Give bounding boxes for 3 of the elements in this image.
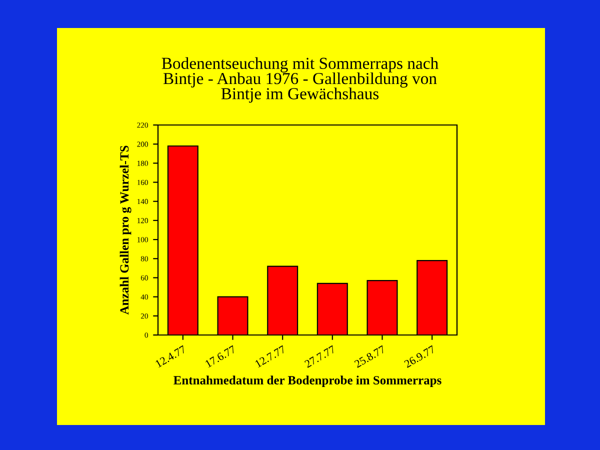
chart-title: Bodenentseuchung mit Sommerraps nach Bintje - Anbau 1976 - Gallenbildung von Bintje im Gewächshaus — [162, 57, 438, 103]
y-axis-title: Anzahl Gallen pro g Wurzel-TS — [120, 146, 132, 315]
x-axis-title: Entnahmedatum der Bodenprobe im Sommerraps — [174, 376, 442, 388]
